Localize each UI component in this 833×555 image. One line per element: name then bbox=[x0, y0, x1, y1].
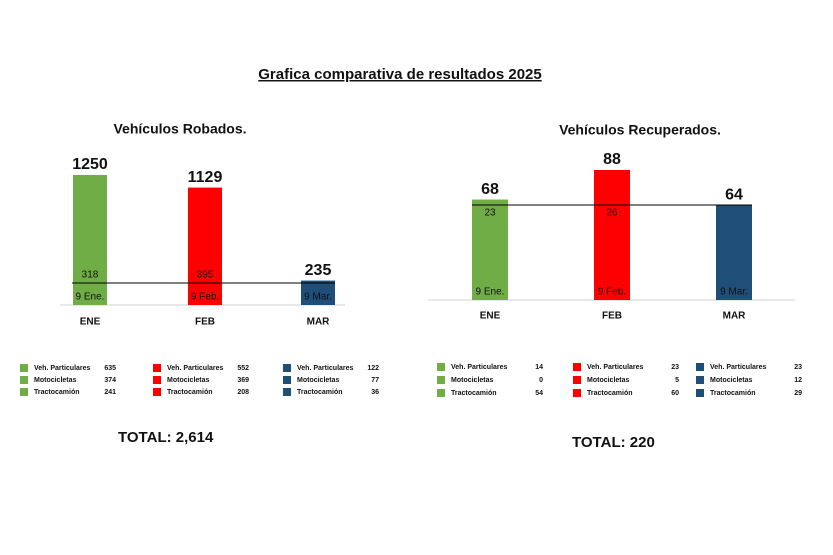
legend-swatch bbox=[437, 363, 445, 371]
date-label: 9 Feb. bbox=[598, 287, 626, 298]
legend-value: 54 bbox=[535, 390, 543, 397]
legend-name: Veh. Particulares bbox=[587, 364, 644, 371]
legend-value: 60 bbox=[671, 390, 679, 397]
legend-name: Motocicletas bbox=[587, 377, 630, 384]
legend-value: 29 bbox=[794, 390, 802, 397]
legend-swatch bbox=[437, 376, 445, 384]
category-label: MAR bbox=[307, 317, 331, 328]
date-label: 9 Mar. bbox=[720, 287, 748, 298]
legend-value: 552 bbox=[237, 365, 249, 372]
inner-value-label: 395 bbox=[197, 270, 214, 281]
total-value: 2,614 bbox=[176, 429, 214, 446]
value-label: 1250 bbox=[72, 156, 108, 173]
legend-name: Motocicletas bbox=[710, 377, 753, 384]
legend-value: 208 bbox=[237, 389, 249, 396]
legend-swatch bbox=[696, 389, 704, 397]
date-label: 9 Mar. bbox=[304, 292, 332, 303]
legend-name: Veh. Particulares bbox=[167, 365, 224, 372]
total-value: 220 bbox=[630, 434, 655, 451]
total: TOTAL: 2,614 bbox=[118, 429, 214, 446]
legend-name: Tractocamión bbox=[587, 390, 633, 397]
page-title: Grafica comparativa de resultados 2025 bbox=[258, 66, 541, 83]
legend-value: 241 bbox=[104, 389, 116, 396]
legend-name: Tractocamión bbox=[710, 390, 756, 397]
legend-name: Veh. Particulares bbox=[451, 364, 508, 371]
legend-swatch bbox=[20, 376, 28, 384]
date-label: 9 Ene. bbox=[476, 287, 505, 298]
total: TOTAL: 220 bbox=[572, 434, 655, 451]
legend-value: 122 bbox=[367, 365, 379, 372]
legend-name: Motocicletas bbox=[297, 377, 340, 384]
bar bbox=[188, 187, 222, 305]
legend-swatch bbox=[283, 376, 291, 384]
legend-value: 0 bbox=[539, 377, 543, 384]
legend-name: Motocicletas bbox=[167, 377, 210, 384]
bar bbox=[472, 199, 508, 300]
category-label: FEB bbox=[602, 311, 622, 322]
value-label: 88 bbox=[603, 151, 621, 168]
bar bbox=[73, 175, 107, 305]
legend-name: Tractocamión bbox=[451, 390, 497, 397]
legend-value: 14 bbox=[535, 364, 543, 371]
legend-name: Tractocamión bbox=[297, 389, 343, 396]
legend-swatch bbox=[573, 363, 581, 371]
total-label: TOTAL: bbox=[572, 434, 626, 451]
value-label: 1129 bbox=[188, 169, 223, 186]
legend-swatch bbox=[20, 364, 28, 372]
legend-value: 23 bbox=[794, 364, 802, 371]
legend-name: Veh. Particulares bbox=[297, 365, 354, 372]
legend-swatch bbox=[573, 376, 581, 384]
legend-swatch bbox=[573, 389, 581, 397]
bar bbox=[301, 280, 335, 305]
legend-swatch bbox=[153, 376, 161, 384]
legend-name: Tractocamión bbox=[34, 389, 80, 396]
legend-name: Motocicletas bbox=[34, 377, 77, 384]
total-label: TOTAL: bbox=[118, 429, 172, 446]
category-label: FEB bbox=[195, 317, 215, 328]
legend-swatch bbox=[20, 388, 28, 396]
legend-value: 635 bbox=[104, 365, 116, 372]
date-label: 9 Feb. bbox=[191, 292, 219, 303]
legend-name: Tractocamión bbox=[167, 389, 213, 396]
legend-value: 5 bbox=[675, 377, 679, 384]
bar bbox=[594, 170, 630, 300]
legend-swatch bbox=[696, 363, 704, 371]
legend-value: 36 bbox=[371, 389, 379, 396]
legend-swatch bbox=[153, 388, 161, 396]
chart-title: Vehículos Recuperados. bbox=[559, 122, 721, 138]
inner-value-label: 26 bbox=[606, 208, 618, 219]
chart-title: Vehículos Robados. bbox=[113, 121, 246, 137]
legend-swatch bbox=[283, 364, 291, 372]
inner-value-label: 23 bbox=[484, 208, 496, 219]
legend-name: Motocicletas bbox=[451, 377, 494, 384]
legend-swatch bbox=[283, 388, 291, 396]
value-label: 235 bbox=[305, 262, 332, 279]
legend-value: 12 bbox=[794, 377, 802, 384]
category-label: ENE bbox=[480, 311, 501, 322]
legend-name: Veh. Particulares bbox=[34, 365, 91, 372]
legend-value: 369 bbox=[237, 377, 249, 384]
legend-value: 374 bbox=[104, 377, 116, 384]
legend-name: Veh. Particulares bbox=[710, 364, 767, 371]
legend-value: 77 bbox=[371, 377, 379, 384]
legend-swatch bbox=[437, 389, 445, 397]
value-label: 64 bbox=[725, 187, 743, 204]
value-label: 68 bbox=[481, 181, 499, 198]
date-label: 9 Ene. bbox=[76, 292, 105, 303]
legend-swatch bbox=[153, 364, 161, 372]
category-label: ENE bbox=[80, 317, 101, 328]
category-label: MAR bbox=[723, 311, 747, 322]
legend-swatch bbox=[696, 376, 704, 384]
legend-value: 23 bbox=[671, 364, 679, 371]
bar bbox=[716, 205, 752, 300]
inner-value-label: 318 bbox=[82, 270, 99, 281]
